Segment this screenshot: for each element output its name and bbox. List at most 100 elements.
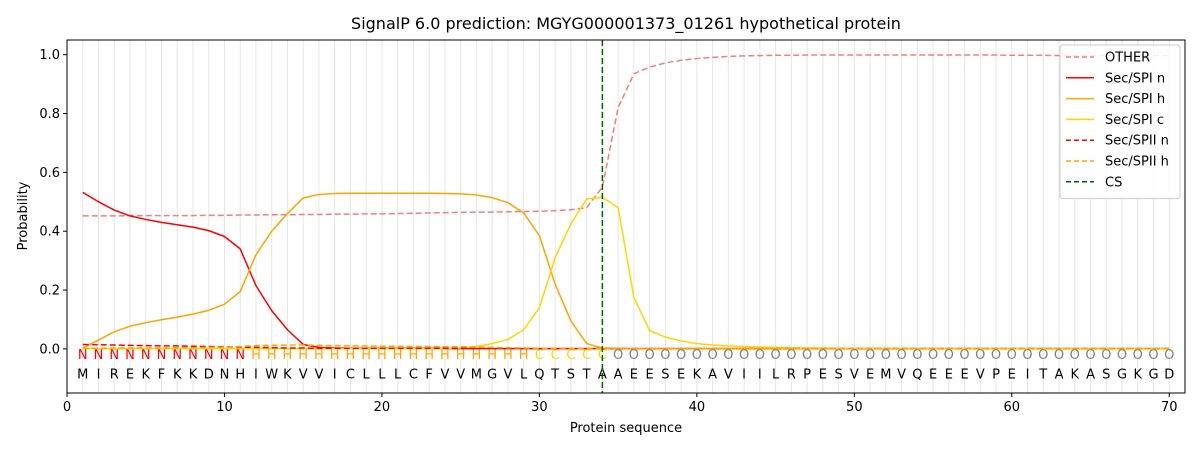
residue-letter: E	[646, 367, 654, 382]
chart-title: SignalP 6.0 prediction: MGYG000001373_01…	[351, 14, 901, 34]
region-label: O	[802, 348, 812, 363]
series-line	[82, 54, 1170, 217]
y-tick-label: 0.8	[39, 107, 60, 122]
region-label: O	[881, 348, 891, 363]
region-label: H	[456, 348, 466, 363]
residue-letter: G	[487, 367, 497, 382]
region-label: C	[535, 348, 544, 363]
x-tick-label: 40	[689, 400, 706, 415]
residue-letter: L	[394, 367, 402, 382]
region-label: H	[251, 348, 261, 363]
y-axis-label: Probability	[16, 181, 31, 250]
region-label: H	[440, 348, 450, 363]
residue-letter: W	[265, 367, 278, 382]
region-label: H	[346, 348, 356, 363]
region-label: O	[739, 348, 749, 363]
legend-label: Sec/SPII n	[1105, 134, 1169, 149]
residue-letter: E	[945, 367, 953, 382]
x-axis: 0 10 20 30 40 50 60 70	[63, 393, 1178, 415]
residue-letter: A	[1055, 367, 1064, 382]
legend-label: Sec/SPI n	[1105, 71, 1165, 86]
region-label: O	[1038, 348, 1048, 363]
y-tick-label: 0.6	[39, 166, 60, 181]
region-label: N	[78, 348, 88, 363]
residue-letter: E	[960, 367, 968, 382]
series-line	[82, 344, 1170, 350]
region-label: O	[818, 348, 828, 363]
series-lines	[82, 54, 1170, 350]
residue-letter: K	[173, 367, 182, 382]
residue-letter: E	[1008, 367, 1016, 382]
y-tick-label: 1.0	[39, 48, 60, 63]
residue-letter: V	[456, 367, 465, 382]
residue-letter: D	[1164, 367, 1174, 382]
residue-letter: S	[1102, 367, 1110, 382]
region-label: C	[551, 348, 560, 363]
region-label: O	[991, 348, 1001, 363]
residue-letter: E	[929, 367, 937, 382]
residue-letter: R	[787, 367, 796, 382]
region-label: O	[912, 348, 922, 363]
residue-letter: V	[503, 367, 512, 382]
region-label: O	[928, 348, 938, 363]
legend-label: Sec/SPII h	[1105, 155, 1169, 170]
region-label: O	[1117, 348, 1127, 363]
residue-letter: I	[333, 367, 337, 382]
region-label: H	[377, 348, 387, 363]
region-label: O	[849, 348, 859, 363]
residue-letter: S	[567, 367, 575, 382]
region-label: O	[1133, 348, 1143, 363]
region-label: H	[503, 348, 513, 363]
region-label: N	[109, 348, 119, 363]
legend-label: Sec/SPI c	[1105, 113, 1164, 128]
residue-letter: I	[758, 367, 762, 382]
legend-label: CS	[1105, 175, 1122, 190]
region-label: H	[409, 348, 419, 363]
x-tick-label: 10	[216, 400, 233, 415]
residue-letter: L	[363, 367, 371, 382]
legend: OTHER Sec/SPI n Sec/SPI h Sec/SPI c Sec/SPII…	[1059, 44, 1181, 200]
residue-letter: C	[346, 367, 355, 382]
region-label: H	[361, 348, 371, 363]
residue-letter: T	[1038, 367, 1047, 382]
residue-letter: E	[677, 367, 685, 382]
region-label: O	[1164, 348, 1174, 363]
residue-letter: A	[1086, 367, 1095, 382]
y-tick-label: 0.0	[39, 342, 60, 357]
x-tick-label: 60	[1004, 400, 1021, 415]
x-tick-label: 0	[63, 400, 71, 415]
residue-letter: S	[834, 367, 842, 382]
region-label: O	[975, 348, 985, 363]
residue-letter: P	[803, 367, 811, 382]
region-label: C	[582, 348, 591, 363]
region-label: N	[220, 348, 230, 363]
region-label: H	[424, 348, 434, 363]
legend-label: Sec/SPI h	[1105, 92, 1165, 107]
region-label: O	[1148, 348, 1158, 363]
residue-letter: T	[582, 367, 591, 382]
residue-letter: K	[141, 367, 150, 382]
region-label: O	[707, 348, 717, 363]
region-label: O	[1054, 348, 1064, 363]
region-label: N	[172, 348, 182, 363]
region-label: O	[1022, 348, 1032, 363]
residue-letter: G	[1148, 367, 1158, 382]
residue-letter: V	[850, 367, 859, 382]
region-label: O	[786, 348, 796, 363]
residue-letter: H	[235, 367, 245, 382]
region-label: O	[1070, 348, 1080, 363]
region-label: O	[1085, 348, 1095, 363]
residue-letter: N	[220, 367, 230, 382]
region-label: O	[944, 348, 954, 363]
region-label: O	[896, 348, 906, 363]
region-label: O	[676, 348, 686, 363]
region-label: H	[472, 348, 482, 363]
residue-letter: A	[708, 367, 717, 382]
residue-letter: Q	[534, 367, 544, 382]
residue-letter: K	[1071, 367, 1080, 382]
residue-letter: V	[976, 367, 985, 382]
residue-letter: K	[189, 367, 198, 382]
region-label: O	[755, 348, 765, 363]
